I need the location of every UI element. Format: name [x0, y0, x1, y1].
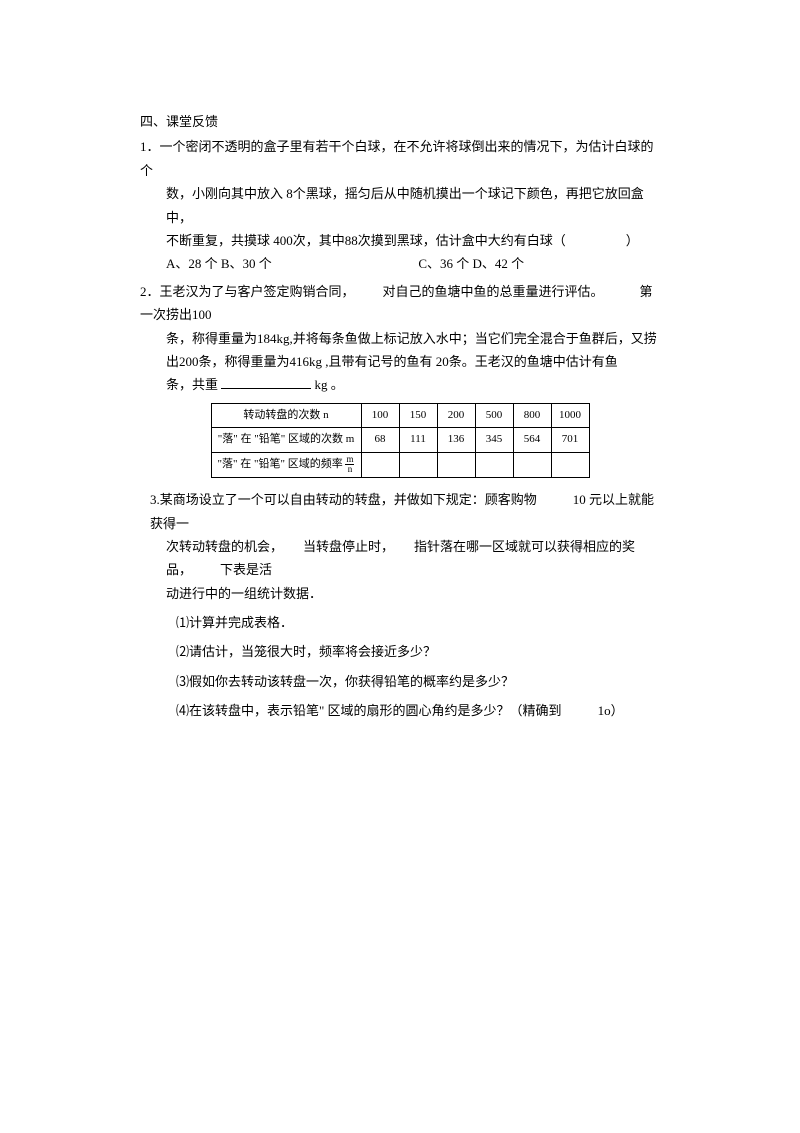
table-row2-label: "落" 在 "铅笔" 区域的频率 mn	[211, 453, 361, 478]
q1-option-c: C、36 个	[418, 256, 469, 271]
table-row: "落" 在 "铅笔" 区域的次数 m 68 111 136 345 564 70…	[211, 428, 589, 453]
section-heading: 四、课堂反馈	[140, 110, 660, 133]
table-cell	[475, 453, 513, 478]
q1-paren-close: ）	[626, 233, 639, 248]
q2-blank	[221, 376, 311, 389]
table-cell: 111	[399, 428, 437, 453]
q2-text-line2: 条，称得重量为184kg,并将每条鱼做上标记放入水中；当它们完全混合于鱼群后，又…	[140, 327, 660, 350]
q2-text-1b: 对自己的鱼塘中鱼的总重量进行评估。	[383, 284, 604, 299]
q3-text-2a: 次转动转盘的机会，	[166, 539, 283, 554]
table-row: 转动转盘的次数 n 100 150 200 500 800 1000	[211, 403, 589, 428]
q3-sub4-a: ⑷在该转盘中，表示铅笔" 区域的扇形的圆心角约是多少？（精确到	[176, 703, 562, 718]
question-1: 1．一个密闭不透明的盒子里有若干个白球，在不允许将球倒出来的情况下，为估计白球的…	[140, 135, 660, 275]
table-cell	[551, 453, 589, 478]
table-cell: 500	[475, 403, 513, 428]
q2-text-4a: 条，共重	[166, 377, 218, 392]
q1-option-a: A、28 个	[166, 256, 218, 271]
q3-sub4-b: 1o）	[598, 703, 624, 718]
table-cell: 136	[437, 428, 475, 453]
q2-text-line3: 出200条，称得重量为416kg ,且带有记号的鱼有 20条。王老汉的鱼塘中估计…	[140, 350, 660, 373]
q1-text-line3: 不断重复，共摸球 400次，其中88次摸到黑球，估计盒中大约有白球（	[166, 233, 566, 248]
table-cell: 150	[399, 403, 437, 428]
table-cell: 68	[361, 428, 399, 453]
q3-sub4: ⑷在该转盘中，表示铅笔" 区域的扇形的圆心角约是多少？（精确到 1o）	[140, 699, 660, 722]
table-row1-label: "落" 在 "铅笔" 区域的次数 m	[211, 428, 361, 453]
table-cell: 701	[551, 428, 589, 453]
q2-text-4b: kg 。	[315, 377, 344, 392]
table-cell: 345	[475, 428, 513, 453]
q3-text-2d: 下表是活	[220, 562, 272, 577]
q1-text-line1: ．一个密闭不透明的盒子里有若干个白球，在不允许将球倒出来的情况下，为估计白球的个	[140, 139, 654, 177]
table-cell	[399, 453, 437, 478]
q3-text-1a: 某商场设立了一个可以自由转动的转盘，并做如下规定：顾客购物	[160, 492, 537, 507]
table-cell: 564	[513, 428, 551, 453]
q3-sub3: ⑶假如你去转动该转盘一次，你获得铅笔的概率约是多少？	[140, 670, 660, 693]
q3-text-2b: 当转盘停止时，	[303, 539, 394, 554]
q3-sub1: ⑴计算并完成表格．	[140, 611, 660, 634]
q1-option-d: D、42 个	[472, 256, 524, 271]
frequency-table: 转动转盘的次数 n 100 150 200 500 800 1000 "落" 在…	[211, 403, 590, 478]
table-row: "落" 在 "铅笔" 区域的频率 mn	[211, 453, 589, 478]
table-header-label: 转动转盘的次数 n	[211, 403, 361, 428]
q1-text-line2: 数，小刚向其中放入 8个黑球，摇匀后从中随机摸出一个球记下颜色，再把它放回盒中，	[140, 182, 660, 229]
table-cell	[513, 453, 551, 478]
q2-text-1a: ．王老汉为了与客户签定购销合同，	[147, 284, 355, 299]
fraction-icon: mn	[345, 455, 354, 474]
question-2: 2．王老汉为了与客户签定购销合同，对自己的鱼塘中鱼的总重量进行评估。第一次捞出1…	[140, 280, 660, 397]
table-cell: 100	[361, 403, 399, 428]
q3-sub2: ⑵请估计，当笼很大时，频率将会接近多少？	[140, 640, 660, 663]
q1-option-b: B、30 个	[221, 256, 272, 271]
q3-number: 3.	[150, 492, 160, 507]
row2-label-text: "落" 在 "铅笔" 区域的频率	[218, 458, 343, 470]
table-cell: 800	[513, 403, 551, 428]
table-cell: 200	[437, 403, 475, 428]
q3-text-line3: 动进行中的一组统计数据．	[140, 582, 660, 605]
table-cell	[437, 453, 475, 478]
table-cell: 1000	[551, 403, 589, 428]
table-cell	[361, 453, 399, 478]
question-3: 3.某商场设立了一个可以自由转动的转盘，并做如下规定：顾客购物10 元以上就能获…	[140, 488, 660, 723]
